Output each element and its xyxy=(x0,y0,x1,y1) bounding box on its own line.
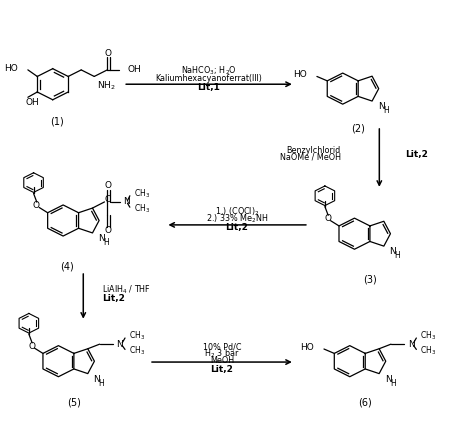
Text: NH$_2$: NH$_2$ xyxy=(97,80,116,92)
Text: Lit,2: Lit,2 xyxy=(226,224,248,232)
Text: NaHCO$_3$; H$_2$O: NaHCO$_3$; H$_2$O xyxy=(181,65,237,77)
Text: MeOH: MeOH xyxy=(210,356,234,365)
Text: N: N xyxy=(123,198,130,206)
Text: CH$_3$: CH$_3$ xyxy=(420,345,436,358)
Text: N: N xyxy=(98,234,105,243)
Text: Lit,2: Lit,2 xyxy=(210,366,233,374)
Text: N: N xyxy=(390,247,396,256)
Text: HO: HO xyxy=(300,343,314,352)
Text: CH$_3$: CH$_3$ xyxy=(420,330,436,343)
Text: Benzylchlorid: Benzylchlorid xyxy=(287,146,341,155)
Text: (1): (1) xyxy=(51,116,64,127)
Text: (5): (5) xyxy=(67,398,81,408)
Text: N: N xyxy=(93,375,100,384)
Text: NaOMe / MeOH: NaOMe / MeOH xyxy=(280,153,341,162)
Text: N: N xyxy=(408,340,415,349)
Text: H$_2$ 3 bar: H$_2$ 3 bar xyxy=(204,348,240,360)
Text: LiAlH$_4$ / THF: LiAlH$_4$ / THF xyxy=(102,284,151,296)
Text: H: H xyxy=(383,106,389,115)
Text: (4): (4) xyxy=(60,262,73,272)
Text: CH$_3$: CH$_3$ xyxy=(134,188,150,200)
Text: CH$_3$: CH$_3$ xyxy=(129,345,145,358)
Text: H: H xyxy=(395,251,401,260)
Text: N: N xyxy=(385,375,392,384)
Text: OH: OH xyxy=(127,65,141,75)
Text: Lit,2: Lit,2 xyxy=(405,150,428,159)
Text: O: O xyxy=(33,201,40,210)
Text: N: N xyxy=(117,340,123,349)
Text: O: O xyxy=(105,49,112,58)
Text: O: O xyxy=(28,342,35,351)
Text: O: O xyxy=(324,214,331,224)
Text: OH: OH xyxy=(26,98,39,108)
Text: Lit,2: Lit,2 xyxy=(102,294,125,303)
Text: O: O xyxy=(104,181,111,190)
Text: (2): (2) xyxy=(351,123,365,133)
Text: 1.) (COCl)$_2$: 1.) (COCl)$_2$ xyxy=(215,205,259,217)
Text: O: O xyxy=(105,226,112,235)
Text: N: N xyxy=(378,102,384,111)
Text: HO: HO xyxy=(293,70,307,79)
Text: 10% Pd/C: 10% Pd/C xyxy=(203,342,241,351)
Text: (6): (6) xyxy=(358,398,372,408)
Text: H: H xyxy=(390,379,396,388)
Text: Kaliumhexacyanoferrat(III): Kaliumhexacyanoferrat(III) xyxy=(155,74,262,82)
Text: CH$_3$: CH$_3$ xyxy=(129,330,145,343)
Text: 2.) 33% Me$_2$NH: 2.) 33% Me$_2$NH xyxy=(206,212,268,224)
Text: (3): (3) xyxy=(363,275,377,285)
Text: H: H xyxy=(103,238,109,247)
Text: CH$_3$: CH$_3$ xyxy=(134,203,150,215)
Text: C: C xyxy=(104,195,110,204)
Text: H: H xyxy=(99,379,104,388)
Text: Lit,1: Lit,1 xyxy=(197,83,220,92)
Text: HO: HO xyxy=(4,64,18,73)
